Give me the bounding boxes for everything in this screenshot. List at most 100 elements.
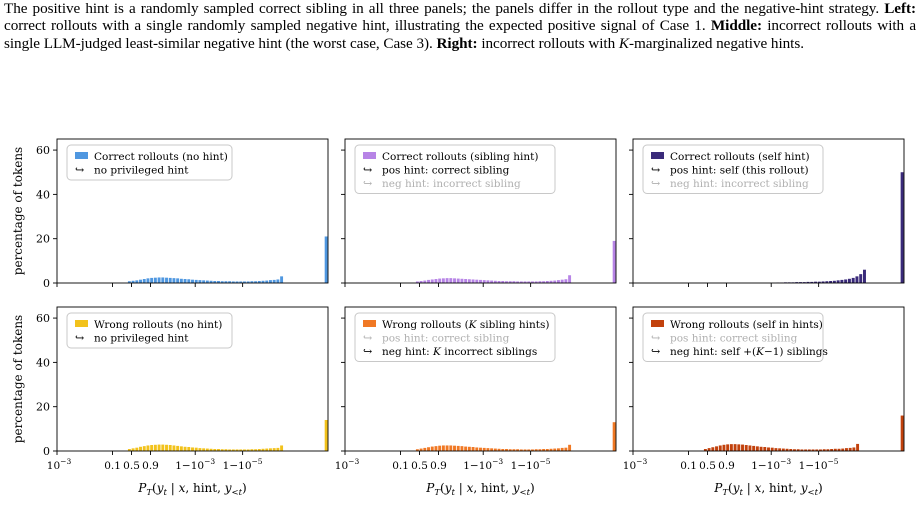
histogram-bar	[862, 269, 866, 283]
legend: Correct rollouts (self hint) ↪ pos hint: s…	[642, 144, 824, 194]
hook-arrow-icon: ↪	[363, 177, 372, 190]
hook-arrow-icon: ↪	[75, 332, 84, 345]
histogram-bar	[557, 280, 560, 283]
x-tick-label: 1−10−3	[463, 457, 503, 472]
x-tick-label: 0.1	[392, 460, 409, 472]
histogram-bar	[475, 279, 479, 283]
histogram-bar	[205, 280, 209, 283]
histogram-bar	[150, 277, 154, 283]
x-tick-label: 0.5	[699, 460, 716, 472]
x-tick-label: 0.9	[430, 460, 447, 472]
histogram-bar	[280, 276, 284, 283]
histogram-bar	[796, 449, 800, 451]
histogram-bar	[482, 447, 486, 451]
histogram-bar	[202, 280, 206, 283]
histogram-bar	[280, 445, 284, 451]
histogram-bar	[430, 279, 434, 283]
histogram-bar	[814, 281, 818, 283]
histogram-bar	[272, 279, 276, 283]
histogram-bar	[131, 448, 135, 451]
caption-left-label: Left:	[884, 0, 916, 17]
histogram-bar	[847, 278, 851, 283]
caption-right-text-pre: incorrect rollouts with	[481, 34, 616, 52]
histogram-bar	[811, 449, 815, 451]
x-tick-label: 0.5	[123, 460, 140, 472]
histogram-bar	[726, 444, 730, 451]
hook-arrow-icon: ↪	[75, 164, 84, 177]
legend-box	[354, 312, 556, 362]
histogram-bar	[217, 281, 220, 283]
x-tick-label: 0.9	[142, 460, 159, 472]
histogram-bar	[789, 449, 793, 451]
histogram-bar	[612, 422, 616, 451]
histogram-bar	[434, 446, 438, 451]
histogram-bar	[841, 448, 845, 451]
histogram-bar	[153, 444, 157, 451]
histogram-bar	[139, 279, 142, 283]
legend: Correct rollouts (no hint) ↪ no privileged…	[66, 144, 233, 181]
histogram-bar	[848, 447, 852, 451]
histogram-bar	[770, 447, 774, 451]
histogram-bar	[538, 449, 542, 451]
histogram-bar	[269, 448, 272, 451]
histogram-bar	[427, 279, 430, 283]
histogram-bar	[545, 449, 549, 451]
y-tick-label: 20	[36, 401, 50, 414]
histogram-bar	[419, 281, 423, 283]
histogram-bar	[534, 281, 538, 283]
histogram-bar	[707, 448, 711, 451]
histogram-bar	[538, 281, 542, 283]
x-axis-label: PT(yt | x, hint, y<t)	[137, 481, 246, 498]
x-tick-label: 0.5	[411, 460, 428, 472]
histogram-bar	[748, 445, 752, 451]
histogram-bar	[445, 278, 449, 283]
y-tick-label: 40	[36, 356, 50, 369]
y-tick-label: 40	[36, 188, 50, 201]
histogram-bar	[231, 281, 235, 283]
histogram-bar	[176, 445, 180, 451]
histogram-bar	[767, 447, 770, 451]
axes-frame	[344, 306, 617, 452]
histogram-bar	[549, 448, 553, 451]
histogram-bar	[324, 419, 328, 451]
histogram-bar	[231, 449, 235, 451]
histogram-bar	[479, 279, 482, 283]
histogram-bar	[176, 278, 180, 283]
histogram-bar	[453, 445, 456, 451]
histogram-bar	[265, 448, 269, 451]
histogram-bar	[415, 281, 419, 283]
histogram-bar	[806, 281, 810, 283]
histogram-bar	[198, 280, 202, 283]
histogram-bar	[434, 279, 438, 283]
axes-frame	[632, 138, 905, 284]
legend-title: Correct rollouts (self hint)	[670, 151, 810, 163]
histogram-bar	[523, 281, 527, 283]
histogram-bar	[246, 449, 250, 451]
histogram-bar	[486, 448, 490, 451]
legend-swatch	[363, 320, 376, 327]
histogram-bar	[449, 278, 453, 283]
y-tick-label: 60	[36, 312, 50, 325]
histogram-bar	[531, 449, 534, 451]
histogram-bar	[191, 279, 194, 283]
caption-middle-label: Middle:	[710, 17, 762, 35]
x-tick-label: 1−10−5	[223, 457, 263, 472]
histogram-bar	[441, 445, 445, 451]
histogram-bar	[527, 281, 531, 283]
histogram-bar	[475, 447, 479, 451]
histogram-bar	[741, 444, 744, 451]
legend-box	[66, 144, 233, 181]
histogram-bar	[737, 444, 741, 451]
histogram-bar	[142, 446, 146, 451]
histogram-bar	[430, 446, 434, 451]
panel-bottom-right: 10−3 0.1 0.5 0.9 1−10−3 1−10−5 PT(yt | x, hint…	[623, 306, 905, 498]
histogram-bar	[179, 278, 183, 283]
histogram-bar	[815, 449, 819, 451]
histogram-bar	[549, 280, 553, 283]
histogram-bar	[836, 280, 840, 283]
histogram-bar	[482, 280, 486, 283]
histogram-bar	[542, 449, 546, 451]
legend-line: neg hint: incorrect sibling	[382, 178, 521, 190]
legend-title: Correct rollouts (no hint)	[94, 151, 228, 163]
histogram-bar	[257, 281, 261, 283]
